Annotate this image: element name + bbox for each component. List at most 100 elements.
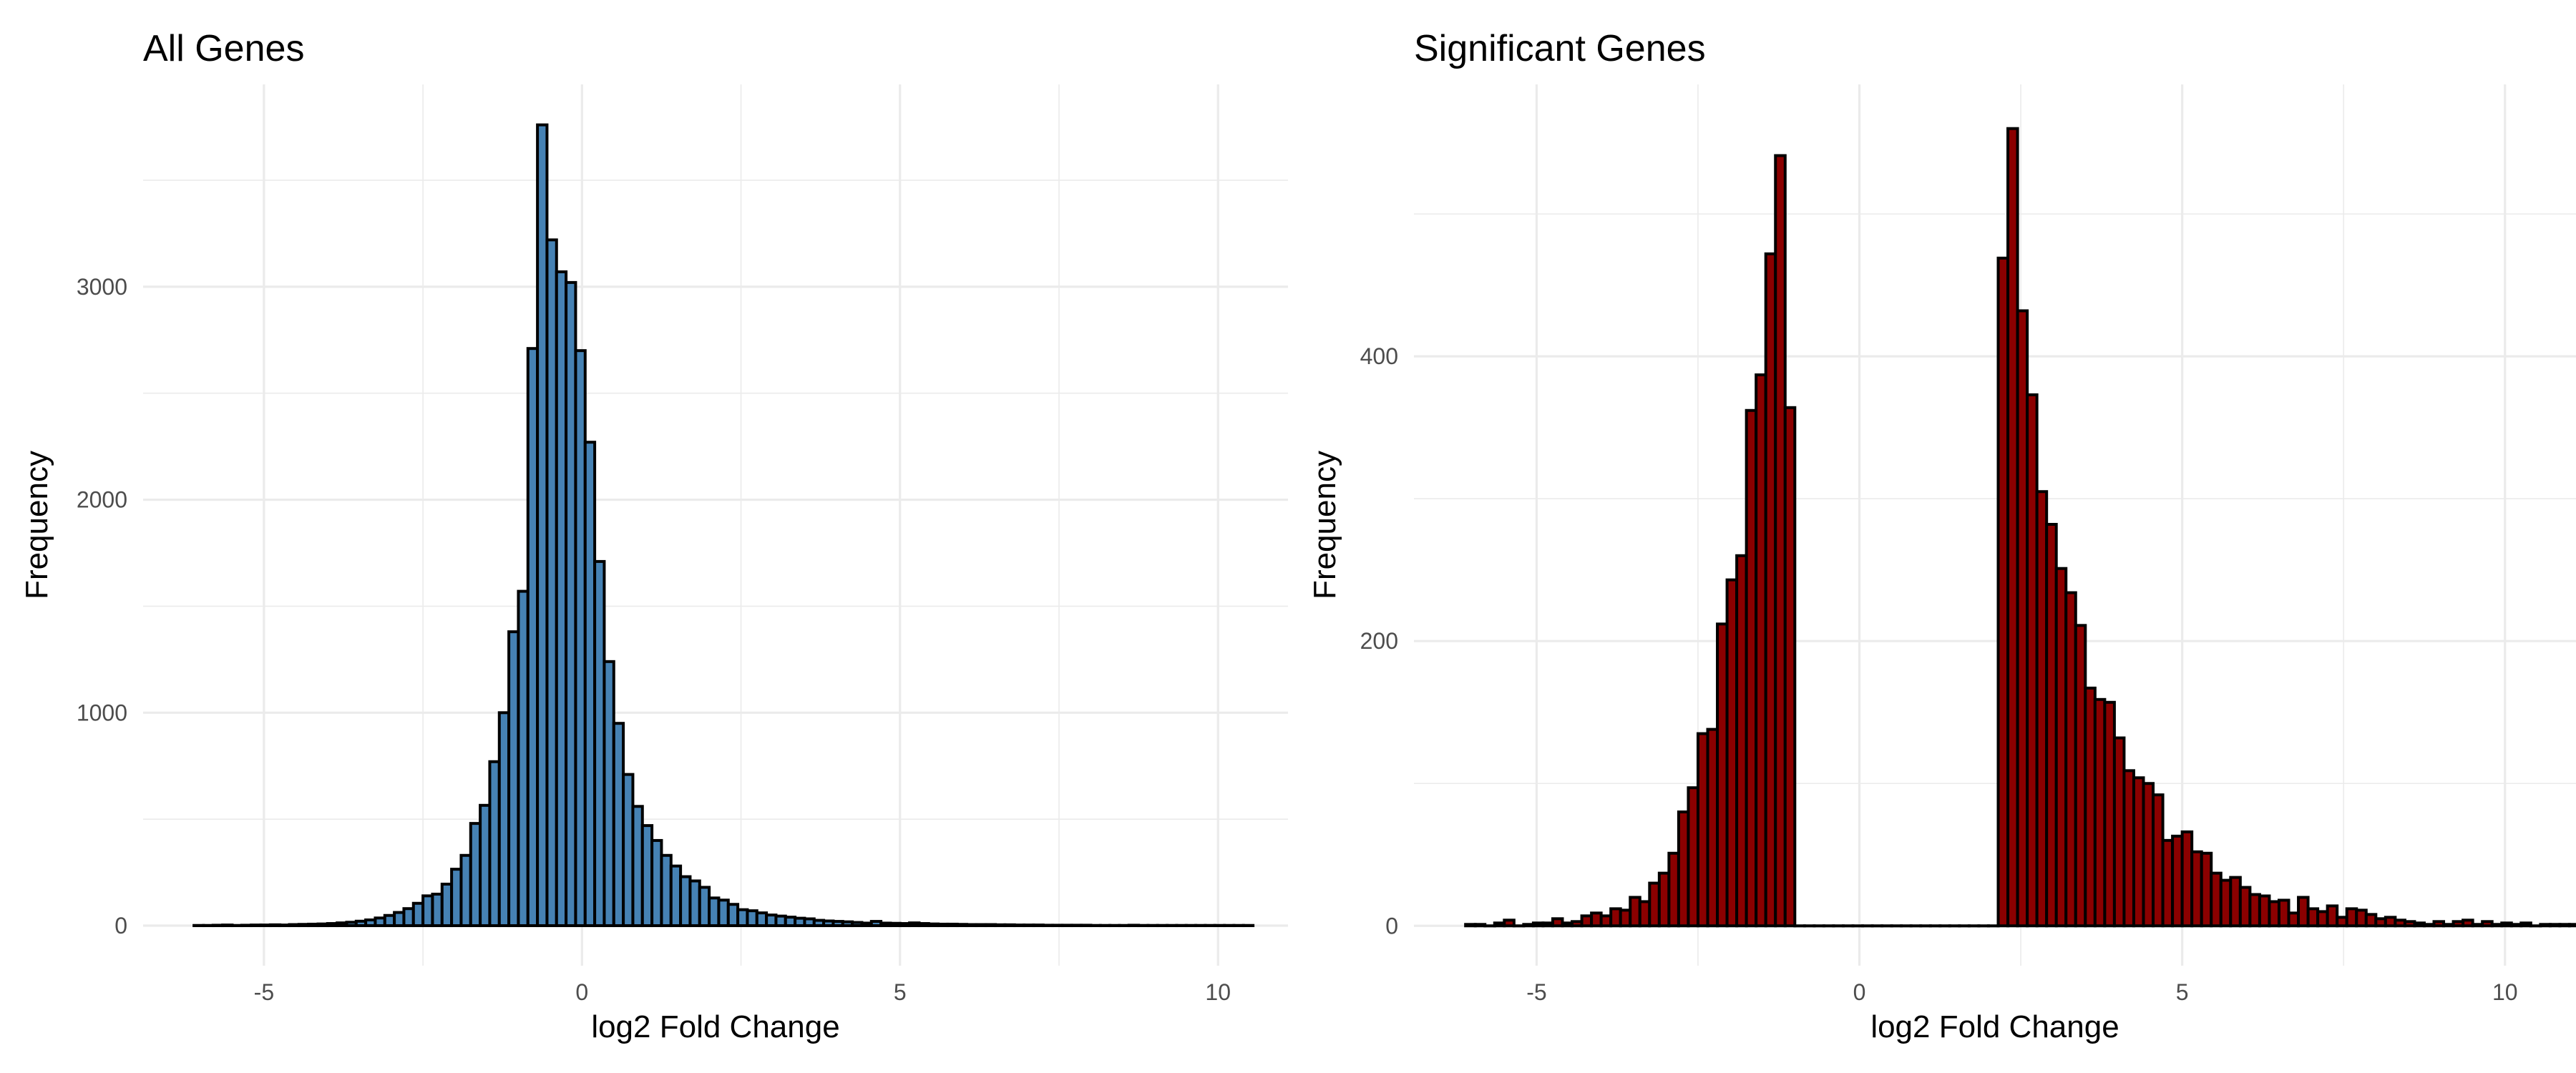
- histogram-bar: [1629, 896, 1641, 928]
- x-tick-label: 5: [2176, 979, 2189, 1005]
- histogram-bar: [2355, 908, 2368, 928]
- histogram-bar: [2558, 923, 2571, 928]
- x-tick-label: 10: [2492, 979, 2518, 1005]
- histogram-bar: [565, 280, 577, 928]
- histogram-bar: [2336, 916, 2348, 928]
- histogram-bar: [2112, 736, 2126, 928]
- histogram-bar: [640, 824, 654, 928]
- grid: [1414, 84, 2576, 966]
- histogram-bar: [2016, 309, 2029, 928]
- histogram-bar: [2374, 917, 2387, 928]
- histogram-bar: [383, 913, 396, 928]
- histogram-bar: [2316, 910, 2329, 928]
- histogram-bar: [1531, 921, 1545, 928]
- histogram-bar: [2345, 907, 2358, 928]
- histogram-bar: [2180, 830, 2194, 928]
- histogram-bar: [708, 896, 721, 928]
- y-tick-label: 0: [114, 913, 127, 939]
- histogram-bar: [536, 123, 549, 928]
- histogram-bar: [717, 898, 730, 928]
- histogram-bar: [574, 349, 587, 928]
- histogram-bar: [1619, 908, 1632, 928]
- y-tick-label: 3000: [77, 274, 127, 300]
- y-tick-label: 2000: [77, 487, 127, 513]
- histogram-bar: [1657, 871, 1671, 928]
- histogram-bar: [2471, 923, 2484, 928]
- histogram-bar: [421, 894, 434, 928]
- histogram-bar: [650, 838, 663, 928]
- x-tick-label: 10: [1205, 979, 1231, 1005]
- tick-labels: -5 0 5 10 0 200 400: [1360, 343, 2518, 1005]
- histogram-bar: [583, 441, 597, 928]
- histogram-bar: [602, 660, 615, 928]
- histogram-bar: [669, 864, 683, 928]
- histogram-bar: [1677, 810, 1690, 928]
- x-tick-label: 5: [894, 979, 907, 1005]
- x-axis-label: log2 Fold Change: [1870, 1009, 2119, 1044]
- histogram-bar: [2326, 904, 2339, 928]
- histogram-bar: [2200, 851, 2213, 928]
- histogram-bar: [2422, 923, 2436, 928]
- histogram-bar: [2384, 916, 2397, 928]
- histogram-bar: [2287, 911, 2301, 928]
- histogram-bar: [2219, 878, 2233, 928]
- y-axis-label: Frequency: [1307, 451, 1342, 599]
- histogram-bar: [2084, 686, 2097, 928]
- significant-genes-histogram: -5 0 5 10 0 200 400 Significant Genes log2 Fol…: [1307, 28, 2576, 1044]
- histogram-bar: [1774, 154, 1787, 928]
- bars: [1464, 127, 2576, 928]
- x-axis-label: log2 Fold Change: [591, 1009, 839, 1044]
- histogram-bar: [1755, 373, 1767, 928]
- histogram-bar: [1551, 917, 1564, 928]
- histogram-bar: [2364, 913, 2378, 928]
- histogram-bar: [526, 347, 540, 928]
- x-tick-label: -5: [1526, 979, 1546, 1005]
- histogram-bar: [1783, 406, 1797, 928]
- histogram-bar: [1503, 918, 1516, 928]
- histogram-bar: [2238, 886, 2252, 928]
- y-tick-label: 0: [1385, 913, 1398, 939]
- histogram-bar: [450, 868, 463, 928]
- histogram-bar: [1648, 881, 1661, 928]
- histogram-bar: [622, 773, 635, 928]
- histogram-bar: [1541, 921, 1554, 928]
- histogram-bar: [402, 907, 415, 928]
- histogram-bar: [593, 559, 606, 928]
- histogram-bar: [431, 892, 444, 928]
- bars: [192, 123, 1255, 928]
- histogram-bar: [2432, 920, 2446, 928]
- histogram-bar: [2519, 921, 2532, 928]
- histogram-bar: [2539, 923, 2552, 928]
- histogram-bar: [1493, 921, 1506, 928]
- y-axis-label: Frequency: [19, 451, 54, 599]
- histogram-bar: [1696, 732, 1709, 928]
- histogram-bar: [2451, 920, 2465, 928]
- histogram-bar: [2258, 894, 2271, 928]
- histogram-bar: [2026, 393, 2039, 928]
- y-tick-label: 200: [1360, 628, 1398, 654]
- histogram-bar: [393, 911, 406, 928]
- histogram-bar: [497, 711, 511, 928]
- histogram-bar: [1609, 907, 1622, 928]
- histogram-bar: [2093, 697, 2107, 928]
- histogram-bar: [507, 630, 520, 928]
- histogram-bar: [1667, 851, 1680, 928]
- histogram-bar: [1464, 923, 1477, 928]
- histogram-bar: [2006, 127, 2019, 928]
- histogram-bar: [1638, 900, 1652, 928]
- histogram-bar: [1725, 578, 1739, 928]
- histogram-bar: [2103, 700, 2116, 928]
- histogram-bar: [2152, 793, 2165, 928]
- histogram-bar: [2490, 923, 2504, 928]
- histogram-bar: [1735, 554, 1748, 928]
- histogram-bar: [2229, 876, 2242, 928]
- histogram-bar: [2462, 918, 2474, 928]
- histogram-bar: [2064, 591, 2077, 928]
- histogram-bar: [459, 853, 472, 928]
- histogram-bar: [411, 901, 425, 928]
- histogram-bar: [2481, 920, 2494, 928]
- histogram-bar: [479, 803, 492, 928]
- histogram-bar: [364, 918, 377, 928]
- histogram-bar: [555, 270, 568, 928]
- histogram-bar: [1996, 256, 2010, 928]
